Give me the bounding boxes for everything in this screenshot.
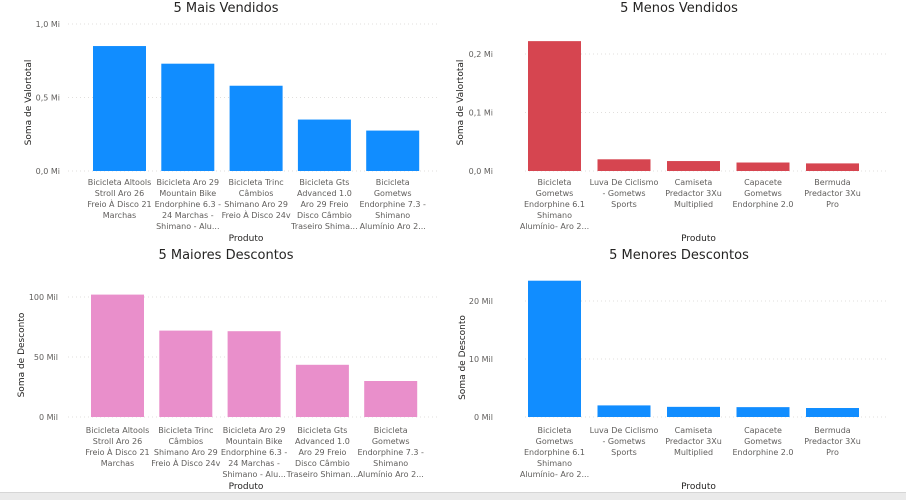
y-tick-label: 20 Mil <box>469 297 493 306</box>
bar[interactable] <box>366 130 420 171</box>
bar[interactable] <box>597 405 651 417</box>
x-tick-label: Bicicleta Gometws Endorphine 7.3 -Shimano A… <box>359 178 426 231</box>
x-tick-label: Capacete Gometws Endorphine 2.0 <box>732 178 793 209</box>
y-tick-label: 0,0 Mi <box>36 167 60 176</box>
chart-top-sold: 5 Mais Vendidos 0,0 Mi 0,5 Mi 1,0 Mi Soma de… <box>24 1 440 244</box>
chart-panel-least-discount: 5 Menores Descontos 0 Mil 10 Mil 20 Mil Soma… <box>453 246 906 492</box>
x-tick-label: Bicicleta Altools Stroll Aro 26 Freio À Di… <box>85 426 149 468</box>
bar[interactable] <box>93 46 146 171</box>
chart-top-discount: 5 Maiores Descontos 0 Mil 50 Mil 100 Mil Som… <box>17 248 440 492</box>
x-axis-label: Produto <box>229 482 264 492</box>
x-tick-label: Bermuda Predactor 3Xu Pro <box>804 426 861 457</box>
bar[interactable] <box>806 408 859 417</box>
bar[interactable] <box>364 381 418 417</box>
x-tick-label: Bicicleta Trinc Câmbios Shimano Aro 29 Frei… <box>222 178 291 220</box>
bar[interactable] <box>161 63 215 171</box>
bar[interactable] <box>806 163 859 171</box>
bar[interactable] <box>667 161 720 171</box>
bar[interactable] <box>528 280 581 417</box>
chart-title: 5 Mais Vendidos <box>173 1 278 16</box>
x-tick-label: Bicicleta Altools Stroll Aro 26 Freio À Di… <box>87 178 151 220</box>
x-tick-label: Bicicleta Gometws Endorphine 6.1 Shimano Alu… <box>520 178 589 231</box>
y-axis-label: Soma de Desconto <box>458 315 468 400</box>
chart-panel-top-discount: 5 Maiores Descontos 0 Mil 50 Mil 100 Mil Som… <box>0 246 453 492</box>
y-tick-label: 10 Mil <box>469 355 493 364</box>
x-tick-label: Bicicleta Gometws Endorphine 6.1 Shimano Alu… <box>520 426 589 479</box>
bar[interactable] <box>736 407 790 417</box>
x-axis-label: Produto <box>681 234 716 244</box>
x-axis-label: Produto <box>681 482 716 492</box>
y-tick-label: 50 Mil <box>34 353 58 362</box>
chart-panel-top-sold: 5 Mais Vendidos 0,0 Mi 0,5 Mi 1,0 Mi Soma de… <box>0 0 453 246</box>
bar[interactable] <box>667 406 720 417</box>
bar[interactable] <box>159 330 213 417</box>
y-tick-label: 0 Mil <box>474 413 493 422</box>
y-tick-label: 1,0 Mi <box>36 20 60 29</box>
bar[interactable] <box>297 119 351 171</box>
scrollbar-track[interactable] <box>0 492 906 500</box>
x-tick-label: Bicicleta Gts Advanced 1.0 Aro 29 Freio Dis… <box>290 178 357 231</box>
x-tick-label: Bicicleta Trinc Câmbios Shimano Aro 29 Frei… <box>151 426 220 468</box>
x-tick-label: Bicicleta Aro 29 Mountain Bike Endorphine … <box>221 426 288 479</box>
y-axis-label: Soma de Desconto <box>17 312 27 397</box>
y-tick-label: 0,1 Mi <box>469 109 493 118</box>
x-axis-label: Produto <box>229 234 264 244</box>
y-tick-label: 0,2 Mi <box>469 50 493 59</box>
chart-title: 5 Menores Descontos <box>609 248 749 263</box>
bar[interactable] <box>229 85 283 171</box>
y-axis-label: Soma de Valortotal <box>456 60 466 146</box>
y-tick-label: 100 Mil <box>29 293 58 302</box>
x-tick-label: Capacete Gometws Endorphine 2.0 <box>732 426 793 457</box>
chart-least-discount: 5 Menores Descontos 0 Mil 10 Mil 20 MilSoma… <box>458 248 888 492</box>
y-axis-label: Soma de Valortotal <box>24 60 34 146</box>
x-tick-label: Bicicleta Gts Advanced 1.0 Aro 29 Freio Dis… <box>286 426 359 479</box>
y-tick-label: 0 Mil <box>39 413 58 422</box>
chart-panel-least-sold: 5 Menos Vendidos 0,0 Mi 0,1 Mi 0,2 Mi Soma d… <box>453 0 906 246</box>
x-tick-label: Luva De Ciclismo - Gometws Sports <box>590 426 659 457</box>
bar[interactable] <box>736 162 790 171</box>
x-tick-label: Bicicleta Aro 29 Mountain Bike Endorphine … <box>155 178 222 231</box>
x-tick-label: Camiseta Predactor 3Xu Multiplied <box>665 426 722 457</box>
bar[interactable] <box>295 364 349 417</box>
x-tick-label: Bermuda Predactor 3Xu Pro <box>804 178 861 209</box>
chart-title: 5 Menos Vendidos <box>620 1 738 16</box>
x-tick-label: Camiseta Predactor 3Xu Multiplied <box>665 178 722 209</box>
x-tick-label: Luva De Ciclismo - Gometws Sports <box>590 178 659 209</box>
bar[interactable] <box>91 294 144 417</box>
bar[interactable] <box>227 331 281 417</box>
bar[interactable] <box>528 41 581 171</box>
y-tick-label: 0,5 Mi <box>36 94 60 103</box>
chart-title: 5 Maiores Descontos <box>158 248 293 263</box>
x-tick-label: Bicicleta Gometws Endorphine 7.3 -Shimano A… <box>357 426 424 479</box>
y-tick-label: 0,0 Mi <box>469 167 493 176</box>
bar[interactable] <box>597 159 651 171</box>
